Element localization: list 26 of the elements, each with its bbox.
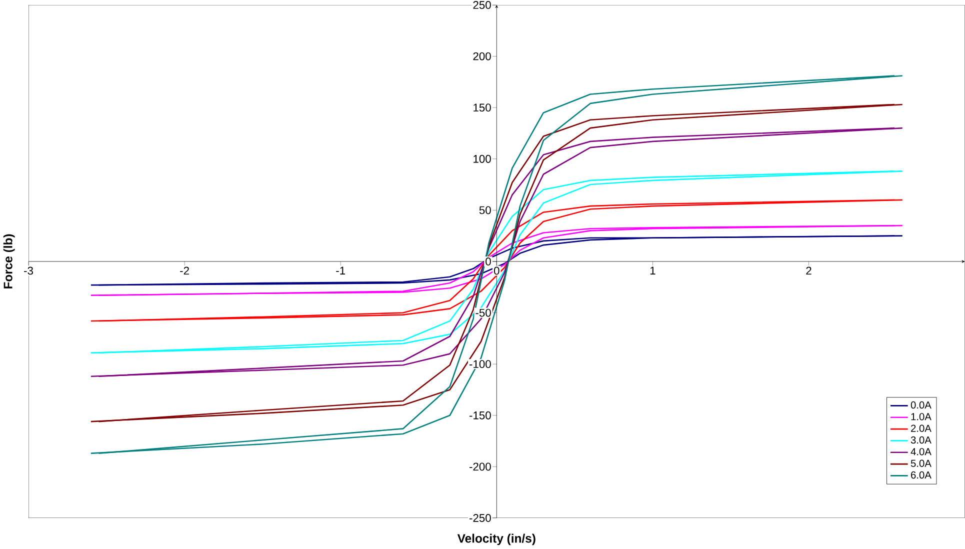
x-tick-label: -3 bbox=[24, 267, 33, 275]
x-tick-label: 1 bbox=[650, 267, 656, 275]
legend-label: 6.0A bbox=[911, 472, 932, 479]
y-tick-label: 100 bbox=[474, 155, 491, 164]
x-tick-label: -1 bbox=[336, 267, 346, 275]
y-tick-label: 250 bbox=[473, 1, 491, 10]
y-tick-label: 150 bbox=[474, 104, 491, 112]
y-tick-label: -100 bbox=[469, 360, 491, 368]
y-tick-label: 200 bbox=[473, 52, 491, 60]
y-tick-label: -200 bbox=[469, 462, 491, 471]
y-tick-label: 0 bbox=[486, 258, 491, 266]
y-tick-label: -50 bbox=[476, 309, 491, 317]
x-tick-label: 0 bbox=[494, 267, 500, 275]
legend-label: 1.0A bbox=[911, 413, 932, 421]
y-axis-title: Force (lb) bbox=[3, 234, 15, 289]
x-tick-label: -2 bbox=[180, 267, 189, 275]
y-tick-label: -150 bbox=[469, 412, 491, 420]
y-tick-label: 50 bbox=[479, 206, 491, 214]
legend-label: 2.0A bbox=[911, 424, 932, 432]
x-axis-title: Velocity (in/s) bbox=[457, 534, 536, 546]
legend-label: 0.0A bbox=[910, 402, 932, 409]
legend-label: 5.0A bbox=[910, 460, 932, 468]
legend-label: 3.0A bbox=[910, 436, 932, 444]
legend-label: 4.0A bbox=[910, 448, 932, 456]
y-tick-label: -250 bbox=[469, 514, 491, 522]
x-tick-label: 2 bbox=[806, 267, 812, 275]
